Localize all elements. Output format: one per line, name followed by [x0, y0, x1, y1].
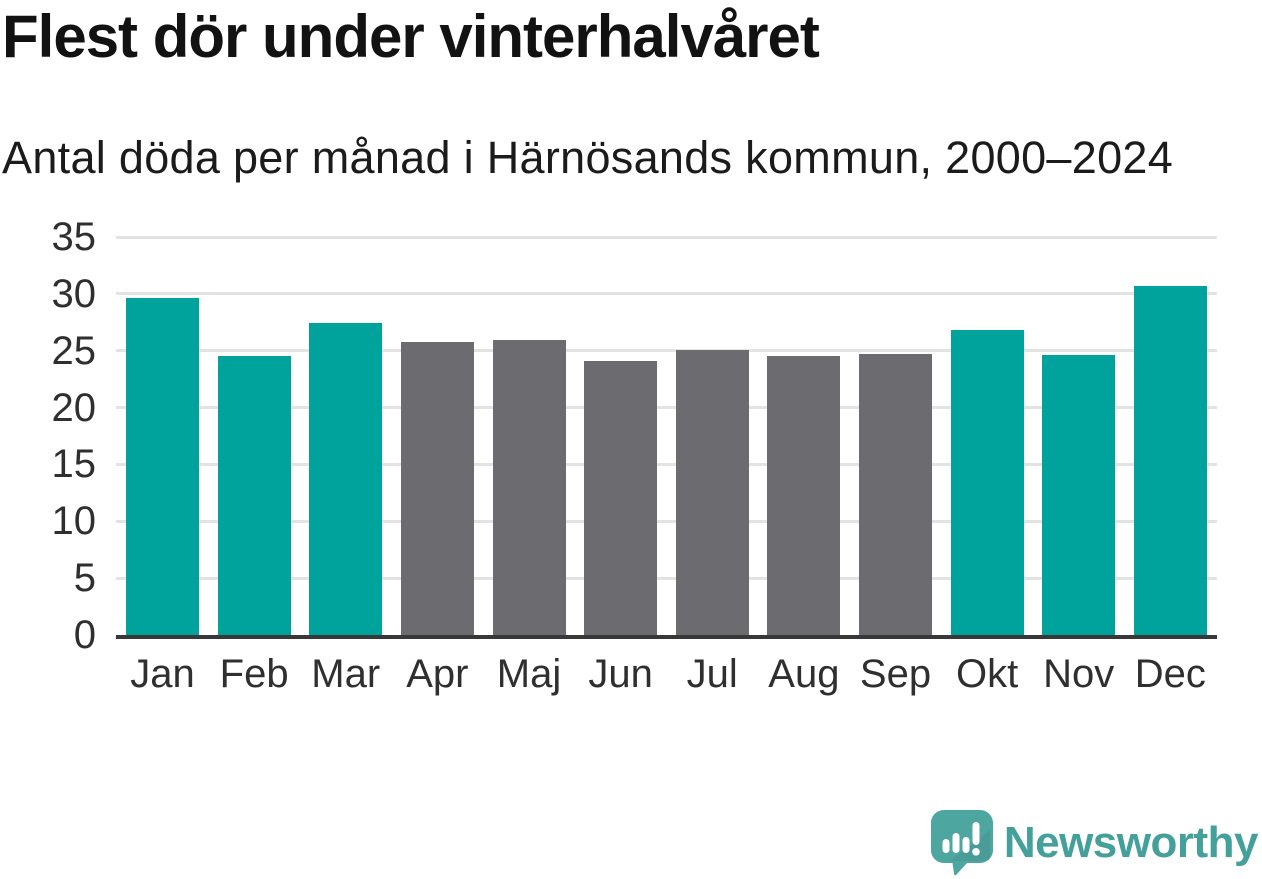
- x-tick-label-mar: Mar: [311, 652, 381, 696]
- gridline-30: [116, 292, 1217, 296]
- bar-jun: [584, 360, 658, 635]
- y-tick-label-15: 15: [51, 442, 97, 487]
- bar-nov: [1042, 355, 1116, 635]
- plot-area: [116, 235, 1217, 639]
- chart-title: Flest dör under vinterhalvåret: [2, 3, 820, 70]
- y-tick-label-20: 20: [51, 385, 97, 430]
- bar-series: [116, 237, 1217, 635]
- x-tick-label-aug: Aug: [768, 652, 840, 696]
- x-tick-label-dec: Dec: [1134, 652, 1206, 696]
- newsworthy-logo: Newsworthy: [930, 810, 1259, 876]
- x-axis: Jan Feb Mar Apr Maj Jun Jul Aug Sep Okt Nov Dec: [116, 652, 1217, 697]
- gridline-35: [116, 235, 1217, 239]
- gridline-5: [116, 576, 1217, 580]
- y-tick-label-35: 35: [51, 215, 97, 259]
- chart-subtitle: Antal döda per månad i Härnösands kommun…: [2, 132, 1174, 183]
- bar-maj: [492, 340, 566, 635]
- bar-dec: [1133, 285, 1207, 635]
- y-tick-label-10: 10: [51, 499, 97, 544]
- bar-apr: [400, 341, 474, 635]
- newsworthy-speech-bubble-bar-chart-icon: [930, 810, 993, 876]
- x-tick-label-nov: Nov: [1043, 652, 1115, 696]
- newsworthy-logo-text: Newsworthy: [1003, 818, 1259, 867]
- x-tick-label-jan: Jan: [130, 652, 195, 696]
- x-tick-label-sep: Sep: [859, 652, 932, 696]
- y-tick-label-5: 5: [73, 556, 96, 601]
- bar-jan: [126, 298, 199, 635]
- x-tick-label-maj: Maj: [496, 652, 562, 696]
- x-tick-label-jun: Jun: [588, 652, 653, 696]
- gridline-15: [116, 462, 1217, 466]
- x-tick-label-okt: Okt: [956, 652, 1019, 696]
- bar-sep: [859, 354, 932, 635]
- bar-aug: [767, 356, 841, 635]
- gridline-10: [116, 519, 1217, 523]
- bar-feb: [217, 356, 291, 635]
- bar-okt: [950, 330, 1024, 635]
- y-tick-label-0: 0: [73, 613, 96, 657]
- gridline-25: [116, 349, 1217, 353]
- x-tick-label-feb: Feb: [219, 652, 289, 696]
- x-tick-label-jul: Jul: [686, 652, 738, 696]
- bar-jul: [675, 349, 749, 635]
- y-tick-label-30: 30: [51, 271, 97, 316]
- gridline-20: [116, 406, 1217, 410]
- y-tick-label-25: 25: [51, 328, 97, 373]
- y-axis: 0 5 10 15 20 25 30 35: [0, 215, 97, 657]
- x-tick-label-apr: Apr: [406, 652, 469, 696]
- bar-mar: [309, 323, 383, 635]
